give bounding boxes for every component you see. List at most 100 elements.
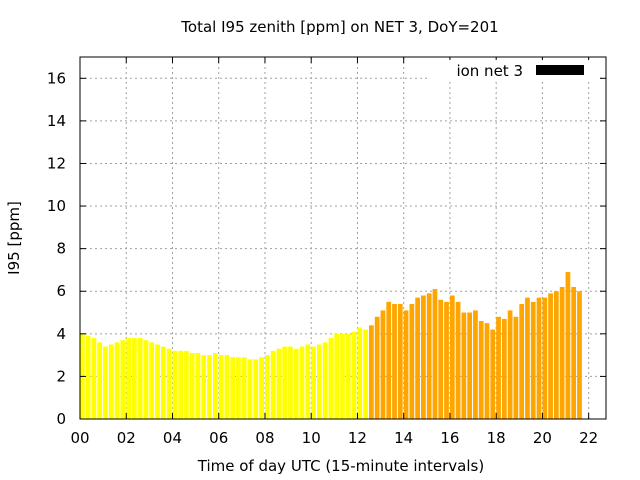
bar: [143, 340, 149, 419]
y-tick-label: 4: [56, 325, 66, 343]
bar: [449, 295, 455, 419]
bar: [120, 340, 126, 419]
y-tick-label: 16: [47, 69, 66, 87]
bar: [548, 293, 553, 419]
bar: [380, 310, 386, 419]
legend-label: ion net 3: [456, 62, 523, 80]
bar: [126, 338, 131, 419]
bar: [311, 346, 316, 419]
bar: [530, 301, 536, 419]
bar: [525, 297, 530, 419]
bar: [305, 344, 311, 419]
y-tick-label: 6: [56, 282, 66, 300]
bar: [334, 333, 340, 419]
x-tick-label: 06: [209, 429, 228, 447]
bar: [426, 293, 432, 419]
bar: [340, 333, 345, 419]
bar: [369, 325, 374, 419]
bar: [351, 331, 357, 419]
bar: [432, 289, 438, 419]
bar: [357, 327, 363, 419]
bar: [178, 350, 184, 419]
bar: [91, 338, 97, 419]
bar: [236, 357, 241, 419]
bar: [490, 329, 496, 419]
y-tick-label: 10: [47, 197, 66, 215]
bar: [571, 286, 577, 419]
bar: [103, 346, 108, 419]
x-tick-label: 18: [487, 429, 506, 447]
bar: [374, 316, 380, 419]
bar: [403, 310, 409, 419]
bar: [478, 321, 484, 419]
x-tick-label: 12: [348, 429, 367, 447]
bar: [195, 352, 201, 419]
plot-frame: [79, 56, 607, 420]
bar: [409, 304, 415, 419]
legend: ion net 3: [428, 60, 600, 82]
y-tick-label: 14: [47, 112, 66, 130]
bar: [270, 350, 276, 419]
bar: [132, 338, 137, 419]
bar: [386, 301, 392, 419]
bar: [114, 342, 120, 419]
bar: [241, 357, 247, 419]
bar: [201, 355, 207, 419]
bar: [224, 355, 230, 419]
bar: [392, 304, 397, 419]
bar: [316, 344, 322, 419]
bar: [299, 346, 305, 419]
bar: [363, 329, 368, 419]
y-tick-label: 2: [56, 367, 66, 385]
bar: [345, 333, 351, 419]
bar: [207, 355, 212, 419]
bar: [253, 359, 259, 419]
bar: [108, 344, 114, 419]
bar: [461, 312, 467, 419]
bar: [536, 297, 542, 419]
bar: [553, 291, 559, 419]
bar: [421, 295, 426, 419]
x-tick-label: 02: [117, 429, 136, 447]
x-tick-label: 10: [302, 429, 321, 447]
x-tick-label: 22: [579, 429, 598, 447]
bar: [288, 346, 293, 419]
y-tick-label: 12: [47, 154, 66, 172]
bar: [264, 355, 270, 419]
bar: [513, 316, 519, 419]
x-tick-label: 04: [163, 429, 182, 447]
bar: [189, 352, 195, 419]
bar: [85, 335, 91, 419]
y-tick-label: 0: [56, 410, 66, 428]
bar: [415, 297, 420, 419]
bar: [507, 310, 513, 419]
legend-swatch: [536, 65, 584, 75]
x-tick-label: 16: [440, 429, 459, 447]
bar: [172, 350, 178, 419]
bar: [247, 359, 253, 419]
bar: [293, 348, 299, 419]
x-tick-label: 00: [70, 429, 89, 447]
bar: [577, 291, 582, 419]
bar: [519, 304, 525, 419]
bar: [565, 272, 571, 419]
bar: [137, 338, 143, 419]
bar: [282, 346, 288, 419]
bar: [484, 323, 490, 419]
bar: [496, 316, 501, 419]
bar: [328, 338, 334, 419]
bar: [559, 286, 565, 419]
bar: [501, 318, 507, 419]
bar: [438, 299, 444, 419]
bar: [218, 355, 224, 419]
bar: [166, 348, 172, 419]
bar: [455, 301, 461, 419]
bar: [542, 297, 548, 419]
x-tick-label: 14: [394, 429, 413, 447]
bar: [160, 346, 166, 419]
bar: [259, 357, 264, 419]
bar: [397, 304, 403, 419]
x-tick-label: 20: [533, 429, 552, 447]
